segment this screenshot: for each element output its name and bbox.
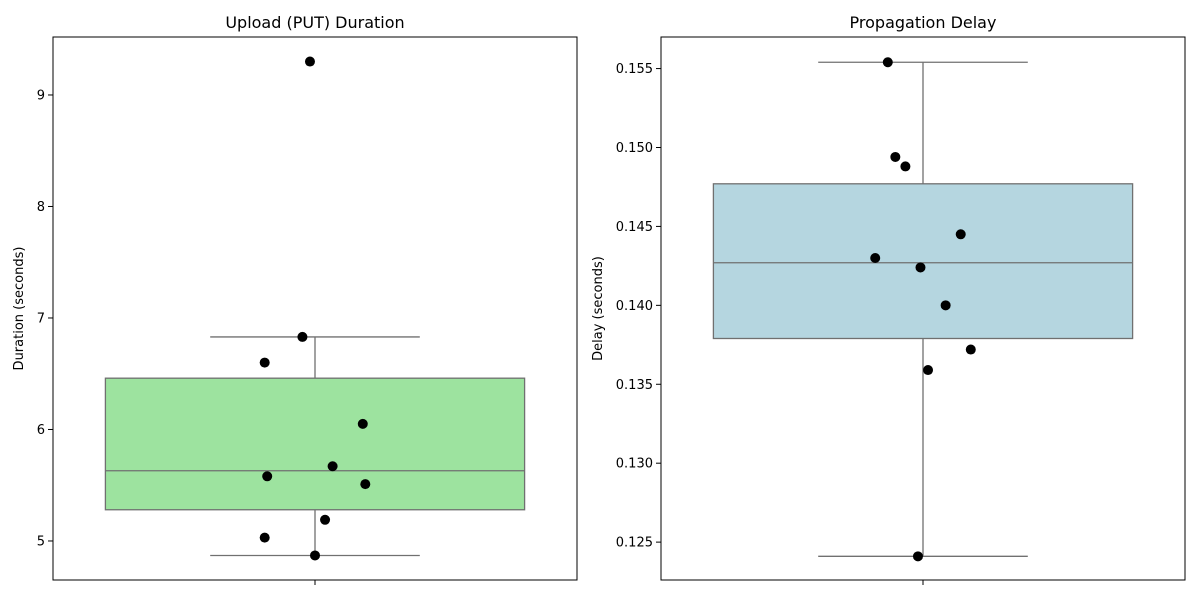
delay-data-point <box>915 262 926 273</box>
delay-y-tick-label: 0.135 <box>616 378 653 393</box>
duration-data-point <box>310 550 320 561</box>
duration-data-point <box>259 357 270 368</box>
delay-plot-content <box>712 57 1134 562</box>
duration-data-point <box>259 532 270 543</box>
duration-data-point <box>327 461 338 472</box>
duration-plot: Upload (PUT) Duration Duration (seconds)… <box>12 13 578 585</box>
duration-y-tick-label: 8 <box>37 200 45 215</box>
delay-y-tick-label: 0.145 <box>616 220 653 235</box>
delay-data-point <box>940 300 951 311</box>
duration-y-axis-label: Duration (seconds) <box>12 247 27 371</box>
duration-data-point <box>262 471 273 482</box>
duration-plot-frame <box>52 36 578 581</box>
duration-data-point <box>320 514 331 525</box>
delay-y-axis-label: Delay (seconds) <box>591 256 606 361</box>
duration-data-point <box>304 56 315 67</box>
delay-box <box>712 183 1134 340</box>
delay-data-point <box>890 151 901 162</box>
delay-data-point <box>900 161 911 172</box>
duration-y-tick-label: 6 <box>37 423 45 438</box>
duration-data-point <box>357 418 368 429</box>
delay-data-point <box>923 365 934 376</box>
delay-y-tick-label: 0.130 <box>616 457 653 472</box>
delay-y-tick-label: 0.140 <box>616 299 653 314</box>
duration-plot-title: Upload (PUT) Duration <box>225 13 404 32</box>
delay-y-tick-label: 0.125 <box>616 536 653 551</box>
delay-data-point <box>870 252 881 263</box>
delay-y-tick-label: 0.150 <box>616 141 653 156</box>
duration-y-axis-ticks: 5 6 7 8 9 <box>37 88 316 585</box>
duration-plot-content <box>104 56 526 561</box>
delay-data-point <box>912 551 923 562</box>
duration-data-point <box>297 331 308 342</box>
delay-plot-frame <box>660 36 1186 581</box>
duration-box <box>104 377 526 511</box>
delay-data-point <box>882 57 893 68</box>
delay-data-point <box>955 229 966 240</box>
delay-plot: Propagation Delay Delay (seconds) 0.1250… <box>591 13 1186 585</box>
delay-y-tick-label: 0.155 <box>616 62 653 77</box>
duration-data-point <box>360 479 371 490</box>
duration-y-tick-label: 9 <box>37 88 45 103</box>
duration-y-tick-label: 7 <box>37 311 45 326</box>
delay-y-axis-ticks: 0.125 0.130 0.135 0.140 0.145 0.150 0.155 <box>616 62 924 585</box>
delay-data-point <box>965 344 976 355</box>
duration-y-tick-label: 5 <box>37 534 45 549</box>
delay-plot-title: Propagation Delay <box>850 13 997 32</box>
